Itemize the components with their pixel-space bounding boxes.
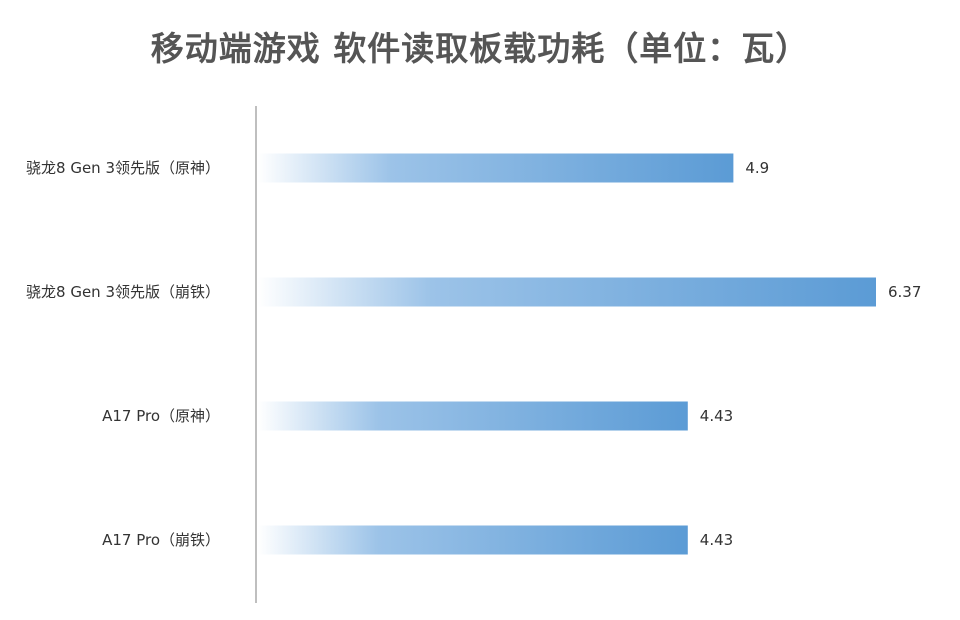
bar-2 — [258, 401, 688, 431]
bar-1 — [258, 277, 876, 307]
category-label: 骁龙8 Gen 3领先版（崩铁） — [26, 283, 220, 301]
category-label: A17 Pro（崩铁） — [102, 531, 220, 549]
bar-0 — [258, 153, 734, 183]
category-label: A17 Pro（原神） — [102, 407, 220, 425]
bar-3 — [258, 525, 688, 555]
chart-title: 移动端游戏 软件读取板载功耗（单位：瓦） — [150, 29, 810, 68]
data-label: 6.37 — [888, 283, 921, 301]
data-label: 4.43 — [700, 531, 733, 549]
category-label: 骁龙8 Gen 3领先版（原神） — [26, 159, 220, 177]
data-label: 4.43 — [700, 407, 733, 425]
data-label: 4.9 — [745, 159, 769, 177]
